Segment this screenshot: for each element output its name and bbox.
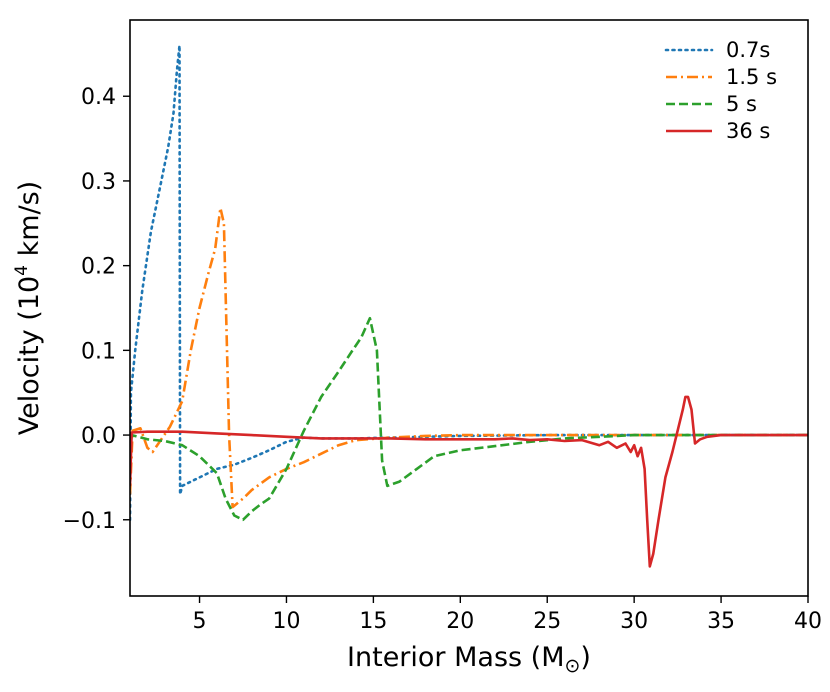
- y-axis-exponent: 4: [12, 265, 32, 276]
- y-tick-label: 0.3: [81, 170, 116, 195]
- x-axis-ticks: 5 10 15 20 25 30 35 40: [193, 596, 822, 634]
- series-line-4: [130, 395, 808, 568]
- legend-label-1: 0.7s: [726, 38, 770, 62]
- legend: 0.7s 1.5 s 5 s 36 s: [664, 38, 777, 143]
- x-tick-label: 40: [794, 609, 822, 634]
- x-tick-label: 10: [272, 609, 300, 634]
- plot-area: [130, 20, 808, 596]
- x-tick-label: 30: [620, 609, 648, 634]
- x-tick-label: 5: [193, 609, 207, 634]
- legend-label-4: 36 s: [726, 119, 770, 143]
- y-tick-label: 0.2: [81, 255, 116, 280]
- y-axis-title: Velocity (104 km/s): [12, 181, 45, 435]
- y-tick-label: 0.1: [81, 339, 116, 364]
- legend-label-3: 5 s: [726, 92, 757, 116]
- series-line-2: [130, 206, 808, 509]
- axes-frame: [129, 19, 809, 597]
- y-tick-label: 0.4: [81, 85, 116, 110]
- x-tick-label: 20: [446, 609, 474, 634]
- sun-symbol: ⊙: [565, 655, 581, 677]
- x-tick-label: 35: [707, 609, 735, 634]
- y-tick-label: 0.0: [81, 424, 116, 449]
- x-tick-label: 15: [359, 609, 387, 634]
- series-line-1: [130, 44, 808, 522]
- legend-label-2: 1.5 s: [726, 65, 777, 89]
- series-layer: [130, 44, 808, 568]
- y-axis-ticks: −0.1 0.0 0.1 0.2 0.3 0.4: [63, 85, 130, 534]
- x-tick-label: 25: [533, 609, 561, 634]
- y-tick-label: −0.1: [63, 509, 116, 534]
- x-axis-title: Interior Mass (M⊙): [347, 642, 591, 677]
